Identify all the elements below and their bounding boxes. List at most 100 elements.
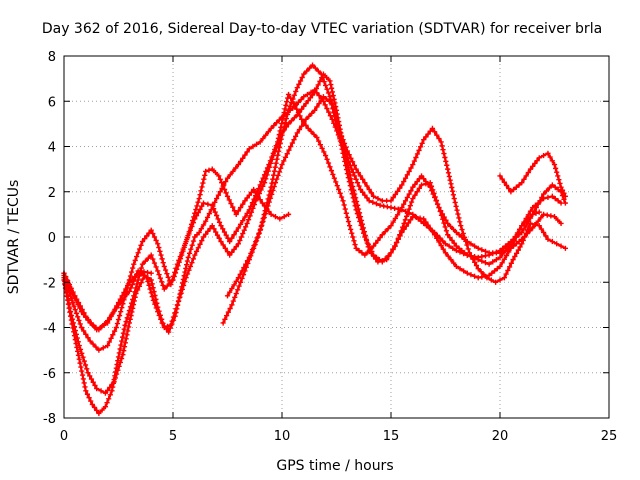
- data-point: [353, 166, 359, 172]
- data-point: [333, 179, 339, 185]
- data-point: [417, 215, 423, 221]
- data-point: [148, 227, 154, 233]
- data-point: [453, 263, 459, 270]
- data-point: [408, 188, 414, 194]
- data-point: [519, 229, 525, 236]
- data-point: [236, 283, 242, 289]
- data-point: [463, 238, 469, 244]
- data-point: [352, 241, 358, 248]
- data-point: [446, 173, 452, 180]
- grid-lines: [64, 56, 609, 418]
- data-point: [543, 188, 550, 194]
- data-point: [135, 250, 141, 256]
- data-point: [354, 180, 361, 186]
- data-point: [506, 249, 512, 255]
- data-point: [106, 396, 112, 402]
- data-point: [541, 152, 547, 159]
- data-point: [455, 211, 461, 217]
- y-tick-label: -8: [43, 412, 56, 427]
- data-point: [149, 281, 155, 287]
- data-point: [115, 316, 122, 323]
- data-point: [227, 238, 233, 245]
- data-point: [190, 217, 196, 224]
- data-point: [187, 225, 194, 231]
- data-point: [406, 168, 412, 174]
- data-point: [235, 241, 241, 247]
- data-point: [188, 246, 194, 252]
- data-point: [112, 369, 119, 375]
- data-point: [555, 198, 561, 204]
- data-point: [161, 286, 167, 292]
- data-point: [434, 132, 440, 138]
- data-point: [78, 324, 85, 331]
- data-point: [428, 183, 435, 189]
- data-point: [107, 392, 113, 398]
- data-point: [356, 247, 362, 254]
- data-point: [436, 239, 442, 245]
- data-point: [285, 107, 292, 113]
- data-point: [327, 113, 333, 119]
- data-point: [255, 193, 261, 199]
- series-pass-6: [224, 62, 542, 299]
- data-point: [344, 148, 350, 154]
- data-point: [185, 233, 191, 239]
- data-point: [159, 256, 165, 262]
- data-point: [245, 217, 252, 223]
- data-point: [410, 162, 416, 168]
- data-point: [299, 123, 305, 129]
- data-point: [440, 147, 446, 153]
- x-tick-label: 15: [383, 429, 400, 444]
- data-point: [100, 345, 106, 351]
- data-point: [342, 206, 348, 212]
- data-point: [425, 131, 431, 137]
- data-point: [211, 226, 217, 232]
- data-point: [85, 370, 91, 376]
- data-point: [373, 201, 380, 207]
- data-point: [85, 316, 92, 323]
- data-point: [470, 256, 476, 262]
- data-point: [326, 109, 332, 115]
- data-point: [253, 198, 259, 204]
- data-point: [375, 237, 381, 243]
- data-point: [156, 271, 162, 278]
- data-point: [413, 154, 419, 161]
- data-point: [259, 200, 265, 206]
- data-point: [114, 303, 120, 309]
- data-point: [293, 88, 299, 95]
- data-point: [192, 210, 198, 216]
- data-point: [240, 155, 246, 161]
- data-point: [130, 265, 136, 271]
- data-point: [554, 169, 560, 175]
- data-point: [397, 233, 403, 239]
- data-point: [526, 224, 532, 230]
- data-point: [279, 117, 286, 123]
- data-point: [160, 320, 166, 327]
- data-point: [427, 180, 433, 186]
- data-point: [276, 148, 282, 154]
- data-point: [122, 340, 128, 346]
- data-point: [188, 221, 195, 227]
- data-point: [145, 275, 151, 281]
- data-point: [133, 285, 139, 291]
- data-point: [109, 388, 115, 394]
- data-point: [370, 243, 377, 249]
- data-point: [301, 94, 307, 100]
- data-point: [102, 390, 109, 396]
- data-point: [142, 272, 148, 279]
- data-point: [410, 195, 416, 202]
- data-point: [304, 91, 311, 98]
- data-point: [114, 320, 121, 327]
- data-point: [148, 270, 154, 276]
- data-point: [503, 271, 509, 277]
- data-point: [434, 235, 440, 241]
- data-point: [146, 282, 152, 288]
- data-point: [205, 201, 211, 207]
- y-tick-label: 8: [48, 50, 56, 65]
- data-point: [264, 172, 270, 178]
- data-point: [104, 400, 110, 406]
- data-point: [395, 236, 401, 242]
- data-point: [77, 346, 84, 353]
- data-point: [184, 262, 190, 268]
- data-point: [268, 160, 274, 166]
- data-point: [511, 238, 518, 244]
